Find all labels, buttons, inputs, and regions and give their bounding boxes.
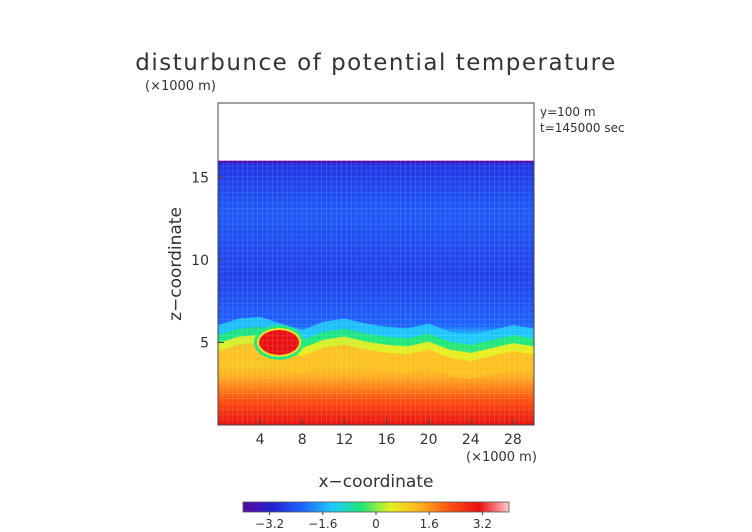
x-axis: 4 8 12 16 20 24 28 (256, 419, 522, 448)
x-tick-label: 20 (420, 432, 438, 448)
x-tick-label: 28 (504, 432, 522, 448)
y-unit-label: (×1000 m) (145, 79, 216, 94)
y-axis-label: z−coordinate (166, 207, 186, 321)
plot-frame (217, 102, 535, 426)
field-layer (218, 160, 534, 425)
x-tick-label: 8 (298, 432, 307, 448)
data-top-edge (218, 160, 534, 163)
bubble-core (259, 330, 300, 355)
colorbar-tick-label: 0 (372, 517, 380, 531)
y-tick-label: 5 (200, 335, 209, 351)
colorbar-ticks: −3.2 −1.6 0 1.6 3.2 (255, 512, 492, 531)
y-tick-label: 10 (191, 253, 209, 269)
y-tick-label: 15 (191, 170, 209, 186)
field-background (218, 160, 534, 425)
x-tick-label: 24 (462, 432, 480, 448)
colorbar-tick-label: 3.2 (473, 517, 492, 531)
grid-layer (218, 160, 534, 425)
chart-title: disturbunce of potential temperature (135, 50, 617, 76)
interface-band-green (218, 326, 534, 353)
info-line-t: t=145000 sec (540, 121, 625, 135)
colorbar-tick-label: −1.6 (308, 517, 337, 531)
x-unit-label: (×1000 m) (466, 450, 537, 465)
interface-band-orange (218, 342, 534, 379)
colorbar (242, 501, 510, 513)
x-axis-label: x−coordinate (319, 472, 434, 492)
x-tick-label: 12 (335, 432, 353, 448)
interface-band-yellow (218, 334, 534, 361)
colorbar-tick-label: −3.2 (255, 517, 284, 531)
y-axis: 5 10 15 (191, 170, 224, 351)
x-tick-label: 16 (378, 432, 396, 448)
colorbar-tick-label: 1.6 (420, 517, 439, 531)
info-line-y: y=100 m (540, 105, 596, 119)
x-tick-label: 4 (256, 432, 265, 448)
